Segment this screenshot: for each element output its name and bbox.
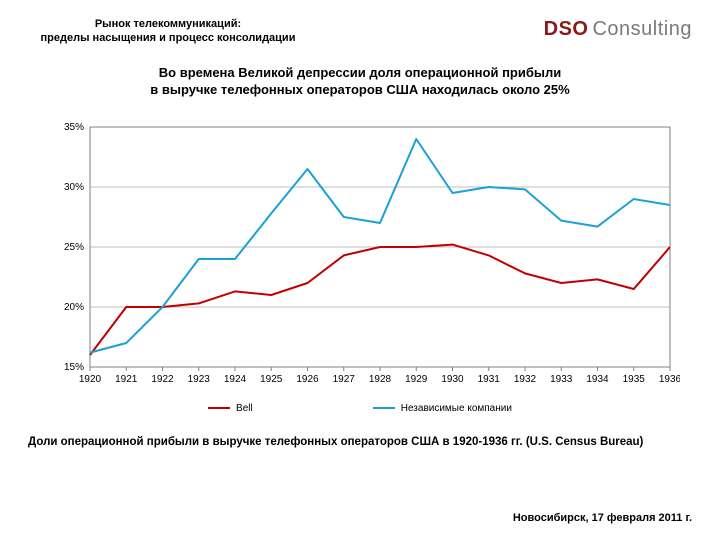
svg-text:25%: 25% <box>64 242 84 253</box>
subtitle-line2: пределы насыщения и процесс консолидации <box>28 32 308 46</box>
svg-text:35%: 35% <box>64 122 84 133</box>
header: Рынок телекоммуникаций: пределы насыщени… <box>28 18 692 46</box>
chart-title: Во времена Великой депрессии доля операц… <box>28 64 692 99</box>
svg-text:1931: 1931 <box>478 374 501 385</box>
legend: Bell Независимые компании <box>28 403 692 414</box>
svg-text:1924: 1924 <box>224 374 247 385</box>
title-line2: в выручке телефонных операторов США нахо… <box>28 81 692 99</box>
footer: Новосибирск, 17 февраля 2011 г. <box>513 512 692 524</box>
svg-text:1923: 1923 <box>188 374 211 385</box>
svg-text:1922: 1922 <box>151 374 174 385</box>
legend-label-bell: Bell <box>236 403 253 414</box>
svg-text:1929: 1929 <box>405 374 428 385</box>
legend-label-independent: Независимые компании <box>401 403 512 414</box>
svg-text:1927: 1927 <box>333 374 356 385</box>
logo-consulting: Consulting <box>592 18 692 40</box>
svg-text:1934: 1934 <box>586 374 609 385</box>
legend-item-bell: Bell <box>208 403 253 414</box>
subtitle-line1: Рынок телекоммуникаций: <box>28 18 308 32</box>
svg-text:1932: 1932 <box>514 374 537 385</box>
logo: DSOConsulting <box>544 18 692 41</box>
legend-item-independent: Независимые компании <box>373 403 512 414</box>
svg-text:15%: 15% <box>64 362 84 373</box>
svg-text:1930: 1930 <box>441 374 464 385</box>
svg-text:1925: 1925 <box>260 374 283 385</box>
svg-text:1933: 1933 <box>550 374 573 385</box>
legend-swatch-bell <box>208 407 230 409</box>
header-subtitle: Рынок телекоммуникаций: пределы насыщени… <box>28 18 308 46</box>
svg-text:1926: 1926 <box>296 374 319 385</box>
svg-text:1936: 1936 <box>659 374 680 385</box>
svg-text:20%: 20% <box>64 302 84 313</box>
title-line1: Во времена Великой депрессии доля операц… <box>28 64 692 82</box>
logo-dso: DSO <box>544 18 589 40</box>
chart-container: 15% 20% 25% 30% 35% 1920 1921 1922 1923 1924 1925 1… <box>28 117 692 397</box>
caption: Доли операционной прибыли в выручке теле… <box>28 436 692 448</box>
svg-text:1921: 1921 <box>115 374 138 385</box>
legend-swatch-independent <box>373 407 395 409</box>
slide-page: Рынок телекоммуникаций: пределы насыщени… <box>0 0 720 540</box>
svg-text:1928: 1928 <box>369 374 392 385</box>
svg-text:1920: 1920 <box>79 374 102 385</box>
svg-text:1935: 1935 <box>623 374 646 385</box>
line-chart: 15% 20% 25% 30% 35% 1920 1921 1922 1923 1924 1925 1… <box>40 117 680 397</box>
svg-text:30%: 30% <box>64 182 84 193</box>
